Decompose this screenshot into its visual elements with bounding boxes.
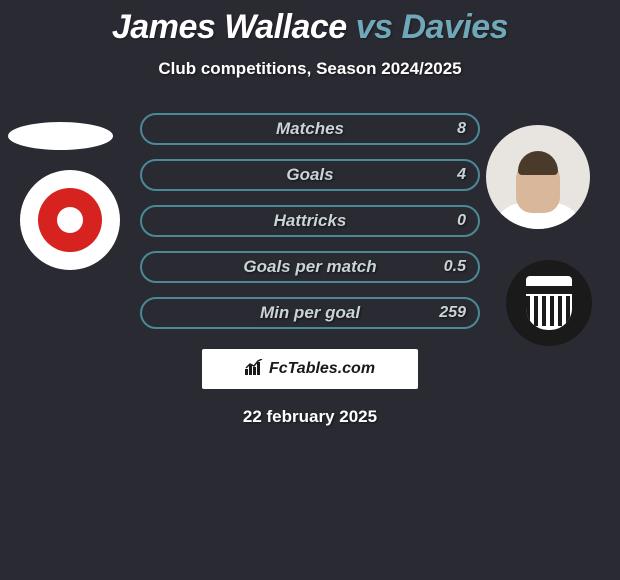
grimsby-badge-stripes [526, 296, 572, 326]
stat-label: Hattricks [274, 211, 347, 231]
grimsby-badge-shield [526, 276, 572, 330]
stat-value: 8 [457, 120, 466, 138]
stat-value: 0 [457, 212, 466, 230]
stat-row: Goals 4 [140, 159, 480, 191]
stat-row: Min per goal 259 [140, 297, 480, 329]
comparison-title: James Wallace vs Davies [0, 0, 620, 47]
avatar-head [516, 157, 560, 213]
bar-chart-icon [245, 359, 265, 380]
stat-label: Matches [276, 119, 344, 139]
stat-value: 0.5 [444, 258, 466, 276]
stat-value: 259 [439, 304, 466, 322]
subtitle: Club competitions, Season 2024/2025 [0, 59, 620, 79]
fleetwood-badge-inner [38, 188, 102, 252]
avatar-hair [518, 151, 558, 175]
stat-label: Goals [286, 165, 333, 185]
fleetwood-badge-ball [57, 207, 83, 233]
player2-name: Davies [401, 8, 508, 46]
stat-label: Min per goal [260, 303, 360, 323]
player1-name: James Wallace [112, 8, 347, 46]
stat-row: Hattricks 0 [140, 205, 480, 237]
stat-label: Goals per match [243, 257, 376, 277]
player2-club-badge [506, 260, 592, 346]
stat-value: 4 [457, 166, 466, 184]
player2-avatar [486, 125, 590, 229]
player1-club-badge [20, 170, 120, 270]
comparison-date: 22 february 2025 [0, 407, 620, 427]
vs-text: vs [356, 8, 393, 46]
brand-footer: FcTables.com [202, 349, 418, 389]
stat-row: Matches 8 [140, 113, 480, 145]
brand-text: FcTables.com [269, 360, 375, 378]
player1-avatar [8, 122, 113, 150]
grimsby-badge-band [526, 286, 572, 294]
stat-row: Goals per match 0.5 [140, 251, 480, 283]
